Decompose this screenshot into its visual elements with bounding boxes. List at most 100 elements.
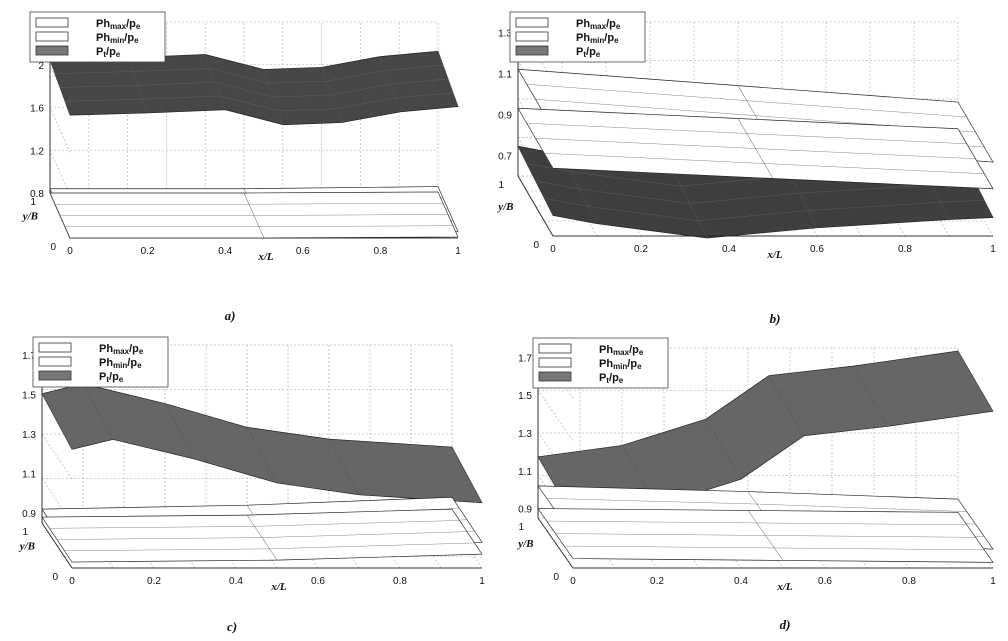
panel-caption: d) [780, 617, 791, 632]
y-tick-label: 1 [30, 197, 36, 208]
grid-line [49, 107, 71, 153]
y-axis-label: y/B [18, 541, 35, 553]
x-axis-label: x/L [776, 581, 793, 593]
surface-mesh-line [64, 542, 475, 552]
legend-label: Pt/pe [96, 46, 121, 59]
z-tick-label: 1.2 [30, 146, 44, 157]
legend-label: Phmax/pe [599, 344, 644, 357]
grid-line [561, 175, 598, 237]
legend-label: Phmax/pe [576, 18, 621, 31]
z-tick-label: 1.5 [518, 391, 532, 402]
x-tick-label: 1 [479, 576, 485, 587]
legend-label: Phmax/pe [96, 18, 141, 31]
legend-label: Pt/pe [99, 371, 124, 384]
x-axis-label: x/L [257, 251, 274, 263]
surface-mesh-line [555, 380, 976, 488]
surface-series-2 [41, 508, 483, 563]
x-tick-label: 0.2 [634, 244, 648, 255]
grid-line [957, 175, 994, 237]
z-tick-label: 0.9 [498, 110, 512, 121]
x-tick-label: 0 [570, 576, 576, 587]
x-tick-label: 0.2 [147, 576, 161, 587]
surface-mesh-line [564, 545, 985, 551]
x-tick-label: 0 [550, 244, 556, 255]
grid-line [49, 150, 71, 196]
surface-mesh-line [59, 78, 449, 98]
x-tick-label: 0.8 [902, 576, 916, 587]
z-tick-label: 1.1 [498, 69, 512, 80]
x-tick-label: 0.8 [373, 246, 387, 257]
z-tick-label: 0.7 [498, 151, 512, 162]
y-tick-label: 1 [498, 180, 504, 191]
x-tick-label: 0.8 [393, 576, 407, 587]
panel-a: 0.81.21.622.400.20.40.60.8101x/Ly/BPhmax… [21, 11, 461, 323]
x-tick-label: 0.4 [229, 576, 243, 587]
x-tick-label: 0 [67, 246, 73, 257]
surface-mesh-line [55, 202, 444, 205]
x-tick-label: 1 [455, 246, 461, 257]
x-axis-label: x/L [270, 581, 287, 593]
surface-mesh-line [546, 365, 967, 473]
legend-swatch [515, 31, 549, 42]
surface-mesh-line [526, 123, 967, 144]
legend-swatch [35, 17, 69, 28]
x-tick-label: 0.8 [898, 244, 912, 255]
z-tick-label: 2 [38, 61, 44, 72]
legend-label: Phmax/pe [99, 343, 144, 356]
surface-mesh-line [555, 533, 976, 538]
legend-label: Phmin/pe [99, 357, 142, 370]
y-axis [537, 517, 574, 569]
legend-swatch [515, 17, 549, 28]
y-tick-label: 0 [533, 240, 539, 251]
surface-mesh-line [544, 153, 985, 174]
legend-swatch [38, 356, 72, 367]
z-tick-label: 1.5 [22, 390, 36, 401]
x-tick-label: 0.2 [650, 576, 664, 587]
x-tick-label: 0.6 [818, 576, 832, 587]
x-tick-label: 0.4 [722, 244, 736, 255]
z-tick-label: 1.1 [518, 467, 532, 478]
grid-line [825, 175, 862, 237]
panel-caption: b) [770, 311, 781, 326]
legend-label: Phmin/pe [96, 32, 139, 45]
surface-mesh-line [56, 531, 468, 540]
z-tick-label: 0.9 [518, 505, 532, 516]
surface-mesh-line [60, 214, 449, 216]
panel-c: 0.9 1.1 1.3 1.5 1.7 0 0.2 0.4 0.6 0.8 1 0 1 x/L y/B Phm… [18, 336, 485, 634]
z-tick-label: 1.3 [22, 430, 36, 441]
x-tick-label: 1 [990, 244, 996, 255]
surface-mesh-line [546, 498, 967, 512]
z-tick-label: 1.3 [518, 429, 532, 440]
surface-mesh-line [54, 64, 444, 84]
surface-mesh-line [526, 84, 967, 118]
y-axis-label: y/B [21, 211, 38, 223]
grid-line [41, 433, 73, 480]
x-tick-label: 0.6 [311, 576, 325, 587]
x-tick-label: 1 [990, 576, 996, 587]
x-tick-label: 0.4 [734, 576, 748, 587]
y-tick-label: 1 [518, 522, 524, 533]
legend-swatch [515, 45, 549, 56]
surface-mesh-line [64, 92, 454, 112]
x-tick-label: 0.4 [218, 246, 232, 257]
legend-swatch [35, 31, 69, 42]
x-tick-label: 0 [69, 576, 75, 587]
surface-mesh-line [49, 520, 460, 529]
surface-mesh-line [544, 197, 985, 221]
z-tick-label: 1.6 [30, 104, 44, 115]
legend-label: Pt/pe [599, 372, 624, 385]
panel-b: 0.7 0.9 1.1 1.3 0 0.2 0.4 0.6 0.8 1 0 1 x/L y/B Phmax/… [496, 11, 996, 326]
y-axis-label: y/B [516, 538, 533, 550]
y-axis [517, 175, 554, 237]
y-tick-label: 1 [22, 527, 28, 538]
legend-swatch [38, 342, 72, 353]
surface-mesh-line [535, 138, 976, 159]
x-tick-label: 0.6 [296, 246, 310, 257]
grid-line [869, 175, 906, 237]
panel-caption: c) [227, 619, 237, 634]
